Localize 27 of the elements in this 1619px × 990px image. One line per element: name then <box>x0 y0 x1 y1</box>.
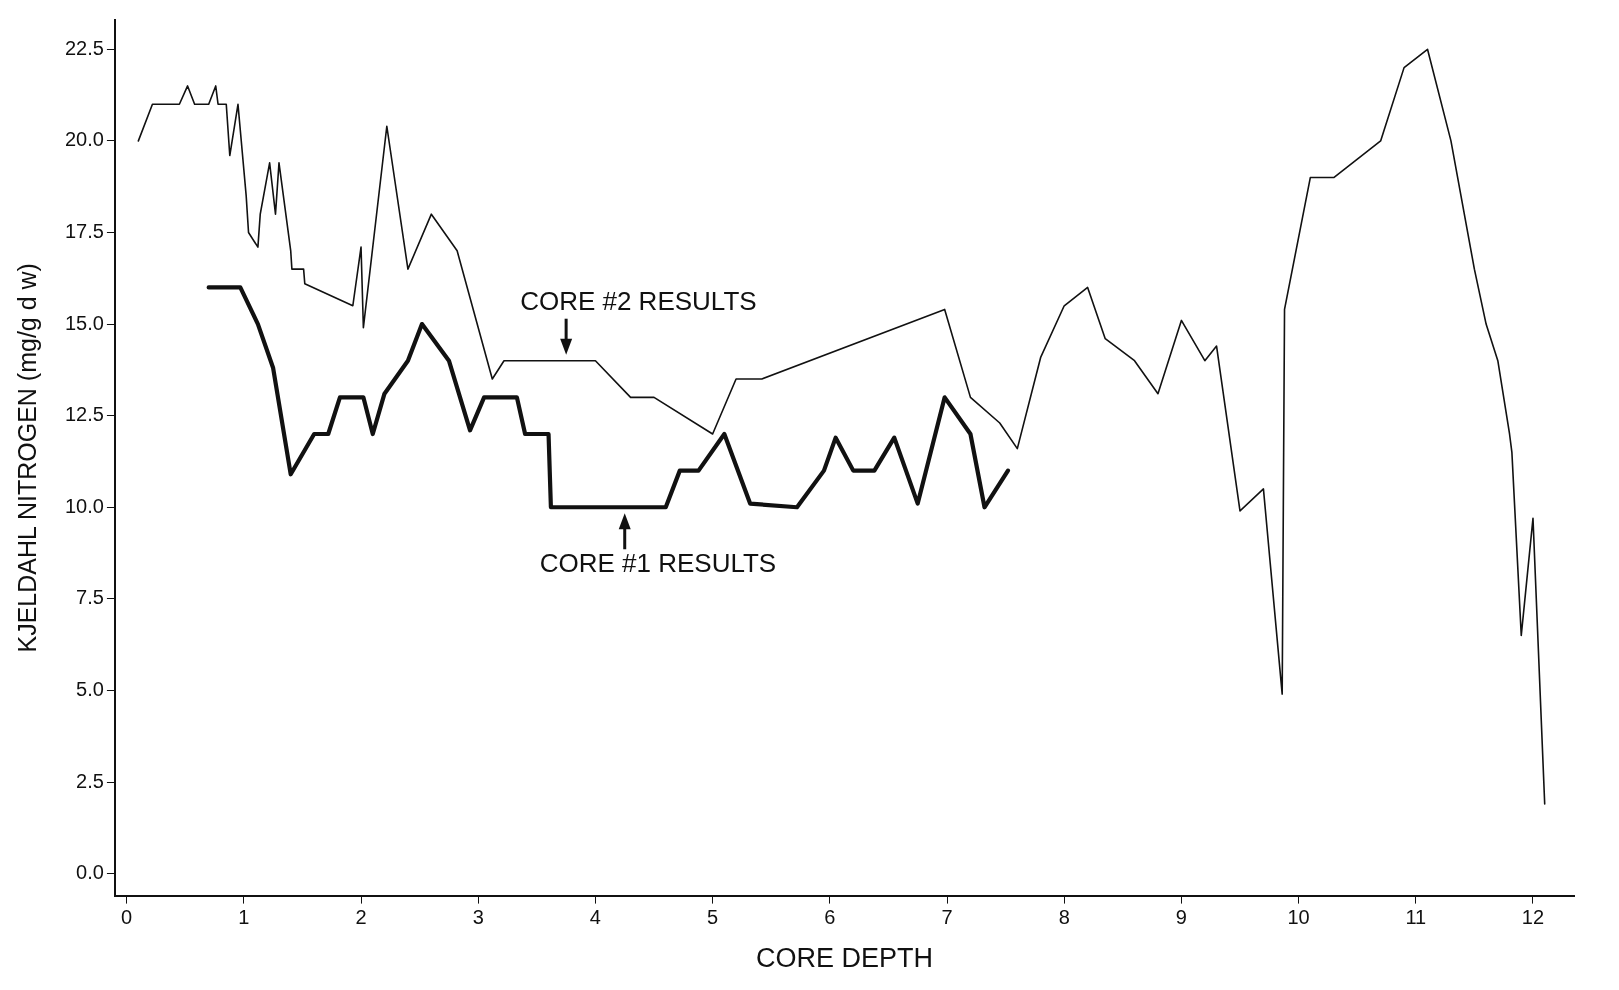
y-tick-label: 22.5 <box>64 36 104 59</box>
x-tick-label: 6 <box>824 906 836 929</box>
x-tick-label: 3 <box>472 906 484 929</box>
x-tick-label: 11 <box>1405 906 1427 929</box>
y-tick-label: 15.0 <box>64 311 104 334</box>
y-tick-label: 2.5 <box>76 769 104 792</box>
annotation: CORE #2 RESULTS <box>520 285 757 316</box>
y-tick-label: 20.0 <box>64 128 104 151</box>
x-tick-label: 8 <box>1058 906 1070 929</box>
x-tick-label: 1 <box>238 906 250 929</box>
y-tick-label: 0.0 <box>76 861 104 884</box>
x-tick-label: 0 <box>121 906 133 929</box>
x-tick-label: 7 <box>941 906 953 929</box>
x-tick-label: 2 <box>355 906 367 929</box>
y-tick-label: 17.5 <box>64 220 104 242</box>
x-tick-label: 5 <box>707 906 719 929</box>
x-tick-label: 4 <box>589 906 601 929</box>
y-axis-title: KJELDAHL NITROGEN (mg/g d w) <box>12 263 41 653</box>
x-axis-title: CORE DEPTH <box>755 943 933 974</box>
x-tick-label: 10 <box>1287 906 1310 929</box>
y-tick-label: 7.5 <box>76 586 104 609</box>
y-tick-label: 5.0 <box>76 677 104 700</box>
y-tick-label: 10.0 <box>64 494 104 517</box>
y-tick-label: 12.5 <box>64 403 104 426</box>
x-tick-label: 9 <box>1175 906 1187 929</box>
x-tick-label: 12 <box>1521 906 1545 929</box>
annotation: CORE #1 RESULTS <box>539 548 777 579</box>
